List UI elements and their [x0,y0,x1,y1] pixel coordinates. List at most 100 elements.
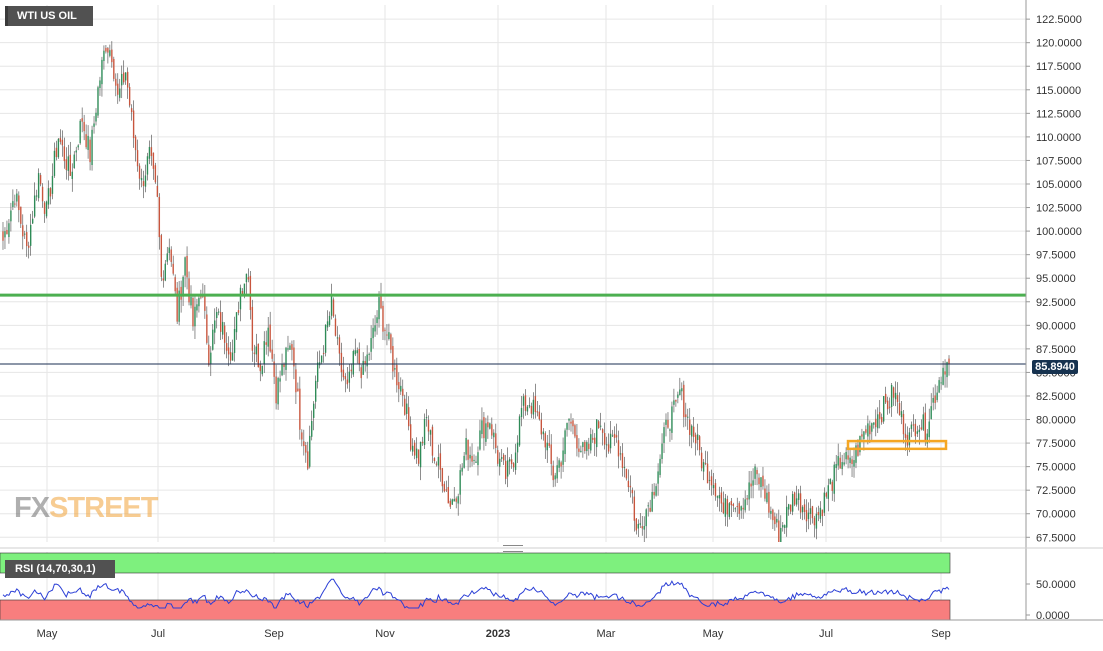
candle-body [605,444,608,446]
candle-body [772,509,774,521]
candle-body [326,321,329,328]
candle-body [293,347,295,367]
candle-body [396,364,398,386]
pane-splitter-handle[interactable] [503,545,523,552]
candle-body [560,462,562,467]
candle-body [714,483,717,497]
candle-body [261,365,263,375]
candle-body [380,295,382,309]
candle-body [873,422,875,425]
candle-body [504,460,507,479]
candle-body [241,291,244,294]
candle-body [495,433,497,448]
candle-body [888,406,891,408]
candle-body [182,276,184,297]
candle-body [24,233,26,235]
candle-body [770,510,772,514]
candle-body [639,523,641,525]
candle-body [269,324,271,352]
candle-body [760,477,762,488]
candle-body [619,453,622,455]
candle-body [861,434,863,437]
candle-body [508,459,511,462]
candle-body [31,218,34,224]
candle-body [22,225,24,237]
y-tick-label: 75.0000 [1036,462,1076,474]
candle-body [55,147,58,158]
y-tick-label: 122.5000 [1036,14,1082,26]
candle-body [4,231,6,238]
candle-body [851,459,853,465]
candle-body [661,443,663,460]
candle-body [627,480,630,488]
candle-body [93,123,95,127]
y-tick-label: 80.0000 [1036,415,1076,427]
candle-body [443,483,446,492]
candle-body [718,494,721,499]
candle-body [926,433,928,444]
candle-body [556,465,558,479]
candle-body [370,338,372,352]
candle-body [900,411,903,418]
candle-body [716,496,719,498]
candle-body [811,506,814,519]
candle-body [552,465,554,481]
candle-body [334,318,337,336]
candle-body [825,492,827,497]
rsi-series-line [2,578,950,609]
candle-body [797,493,800,500]
candle-body [819,507,822,519]
candle-body [722,502,725,514]
candle-body [41,186,44,202]
y-tick-label: 92.5000 [1036,297,1076,309]
candle-body [479,430,481,450]
candle-body [73,154,75,169]
candle-body [330,296,333,316]
candle-body [702,462,705,472]
candle-body [283,364,285,367]
candle-body [784,525,786,528]
price-pane-background [0,5,1026,542]
candle-body [578,448,580,452]
candle-body [2,231,4,241]
candle-body [558,460,560,468]
y-tick-label: 105.0000 [1036,179,1082,191]
candle-body [833,464,835,494]
candle-body [360,367,362,379]
candle-body [123,72,125,83]
candle-body [631,489,634,494]
x-tick-label: May [37,628,58,640]
candle-body [803,504,806,512]
candle-body [651,491,653,512]
candle-body [277,377,279,405]
candle-body [693,426,695,437]
candle-body [809,508,812,514]
candle-body [712,485,715,489]
candle-body [231,352,234,361]
candle-body [338,337,341,354]
candle-body [57,138,60,158]
candle-body [526,406,529,412]
candle-body [415,448,418,459]
candle-body [780,527,782,542]
candle-body [754,466,756,479]
y-tick-label: 82.5000 [1036,391,1076,403]
candle-body [47,188,50,205]
candle-body [617,440,620,457]
y-tick-label: 117.5000 [1036,61,1081,73]
candle-body [465,437,467,455]
candle-body [904,433,907,438]
candle-body [890,384,893,407]
candle-body [698,436,701,451]
candle-body [245,273,248,283]
candle-body [382,305,384,332]
candle-body [126,71,129,88]
y-tick-label: 72.5000 [1036,485,1076,497]
candle-body [340,352,343,373]
candle-body [607,444,610,452]
candle-body [297,388,299,392]
candle-body [18,195,20,211]
candle-body [216,311,218,319]
candle-body [710,476,713,486]
candle-body [218,311,220,313]
